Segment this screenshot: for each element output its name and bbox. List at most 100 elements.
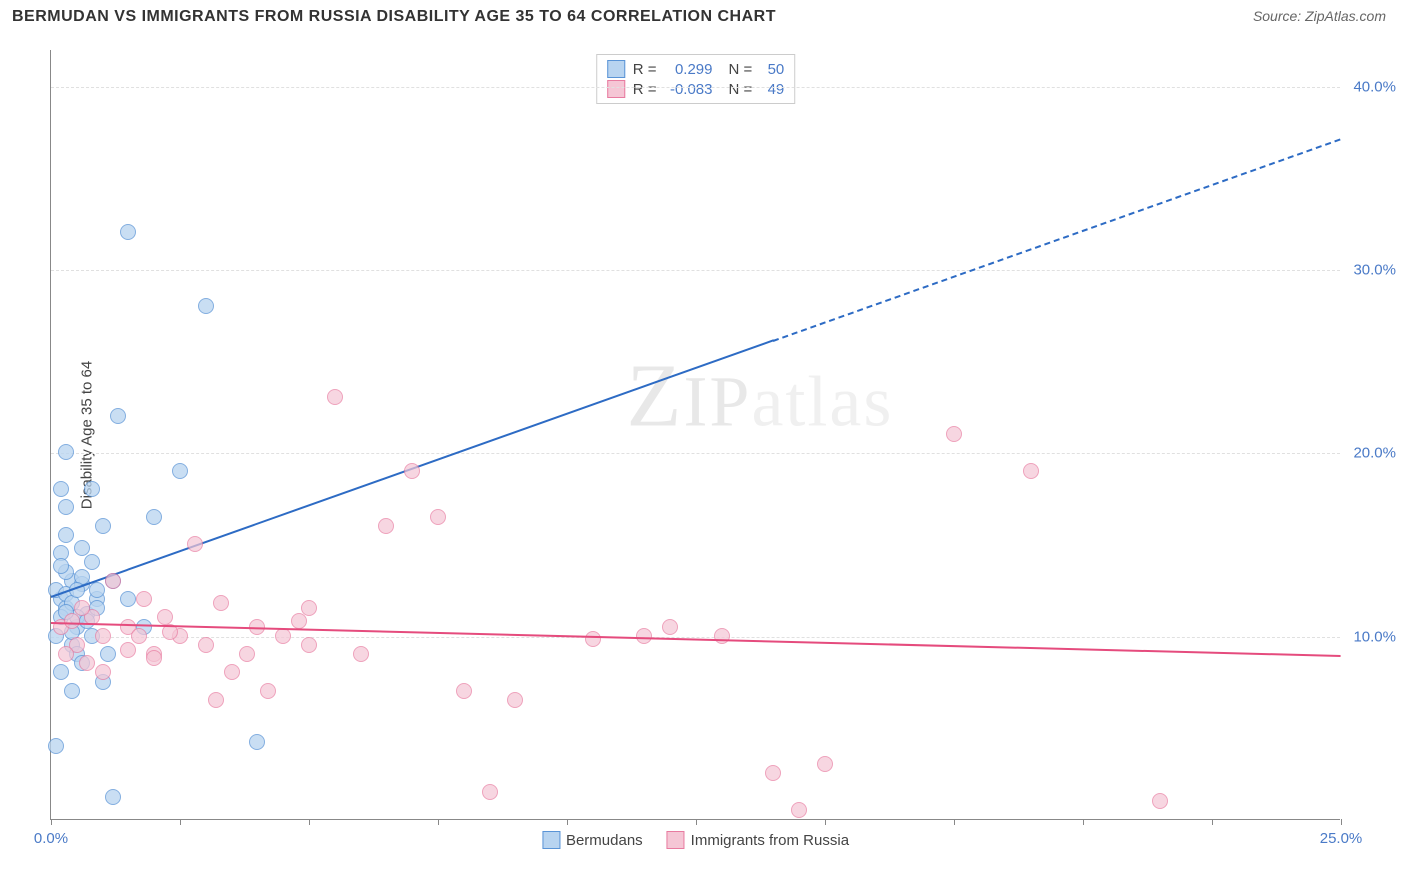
scatter-point — [146, 509, 162, 525]
scatter-point — [327, 389, 343, 405]
scatter-point — [157, 609, 173, 625]
y-tick-label: 30.0% — [1353, 262, 1396, 279]
scatter-point — [482, 784, 498, 800]
x-tick — [438, 819, 439, 825]
scatter-point — [662, 619, 678, 635]
scatter-point — [187, 536, 203, 552]
scatter-point — [172, 463, 188, 479]
plot-area: ZIPatlas Disability Age 35 to 64 R = 0.2… — [50, 50, 1340, 820]
scatter-point — [53, 664, 69, 680]
scatter-point — [89, 582, 105, 598]
legend-label-1: Bermudans — [566, 832, 643, 849]
y-tick-label: 20.0% — [1353, 445, 1396, 462]
r-value-2: -0.083 — [665, 81, 713, 98]
watermark: ZIPatlas — [626, 345, 893, 448]
scatter-point — [84, 554, 100, 570]
scatter-point — [79, 655, 95, 671]
scatter-point — [120, 224, 136, 240]
x-tick — [309, 819, 310, 825]
scatter-point — [74, 600, 90, 616]
scatter-point — [48, 738, 64, 754]
trend-line-dash — [773, 138, 1341, 342]
scatter-point — [100, 646, 116, 662]
x-tick — [180, 819, 181, 825]
scatter-point — [946, 426, 962, 442]
n-label-2: N = — [729, 81, 753, 98]
x-tick-label: 0.0% — [34, 830, 68, 847]
x-tick — [1341, 819, 1342, 825]
watermark-ip: IP — [683, 362, 751, 442]
r-label-2: R = — [633, 81, 657, 98]
scatter-point — [110, 408, 126, 424]
legend-label-2: Immigrants from Russia — [691, 832, 849, 849]
scatter-point — [430, 509, 446, 525]
r-label-1: R = — [633, 61, 657, 78]
scatter-point — [120, 642, 136, 658]
scatter-point — [95, 628, 111, 644]
scatter-point — [585, 631, 601, 647]
n-label-1: N = — [729, 61, 753, 78]
scatter-point — [378, 518, 394, 534]
scatter-point — [105, 789, 121, 805]
scatter-point — [74, 540, 90, 556]
swatch-series-1 — [607, 60, 625, 78]
swatch-series-2 — [607, 80, 625, 98]
gridline-h — [51, 453, 1340, 454]
scatter-point — [64, 613, 80, 629]
x-tick — [825, 819, 826, 825]
scatter-point — [58, 444, 74, 460]
scatter-point — [53, 481, 69, 497]
scatter-point — [58, 646, 74, 662]
legend-swatch-1 — [542, 831, 560, 849]
chart-title: BERMUDAN VS IMMIGRANTS FROM RUSSIA DISAB… — [12, 8, 776, 26]
scatter-point — [1152, 793, 1168, 809]
source-name: ZipAtlas.com — [1305, 8, 1386, 24]
scatter-point — [213, 595, 229, 611]
gridline-h — [51, 270, 1340, 271]
scatter-point — [198, 298, 214, 314]
n-value-1: 50 — [760, 61, 784, 78]
x-tick — [1083, 819, 1084, 825]
watermark-atlas: atlas — [751, 362, 893, 442]
x-tick — [51, 819, 52, 825]
scatter-point — [456, 683, 472, 699]
x-tick — [567, 819, 568, 825]
legend-swatch-2 — [667, 831, 685, 849]
scatter-point — [84, 481, 100, 497]
scatter-point — [146, 650, 162, 666]
scatter-point — [224, 664, 240, 680]
scatter-point — [53, 558, 69, 574]
scatter-point — [64, 683, 80, 699]
source-attribution: Source: ZipAtlas.com — [1253, 8, 1386, 26]
scatter-point — [95, 664, 111, 680]
scatter-point — [1023, 463, 1039, 479]
scatter-point — [353, 646, 369, 662]
x-tick — [1212, 819, 1213, 825]
stats-legend: R = 0.299 N = 50 R = -0.083 N = 49 — [596, 54, 796, 104]
scatter-point — [791, 802, 807, 818]
legend-item-1: Bermudans — [542, 831, 643, 849]
scatter-point — [507, 692, 523, 708]
r-value-1: 0.299 — [665, 61, 713, 78]
scatter-point — [404, 463, 420, 479]
scatter-point — [208, 692, 224, 708]
stats-row-2: R = -0.083 N = 49 — [607, 79, 785, 99]
n-value-2: 49 — [760, 81, 784, 98]
scatter-point — [198, 637, 214, 653]
scatter-point — [260, 683, 276, 699]
scatter-point — [301, 637, 317, 653]
scatter-point — [291, 613, 307, 629]
scatter-point — [131, 628, 147, 644]
legend-item-2: Immigrants from Russia — [667, 831, 849, 849]
scatter-point — [817, 756, 833, 772]
stats-row-1: R = 0.299 N = 50 — [607, 59, 785, 79]
scatter-point — [239, 646, 255, 662]
scatter-point — [120, 591, 136, 607]
scatter-point — [136, 591, 152, 607]
gridline-h — [51, 87, 1340, 88]
scatter-point — [58, 499, 74, 515]
y-tick-label: 10.0% — [1353, 628, 1396, 645]
scatter-point — [249, 734, 265, 750]
watermark-z: Z — [626, 347, 683, 446]
x-tick — [954, 819, 955, 825]
